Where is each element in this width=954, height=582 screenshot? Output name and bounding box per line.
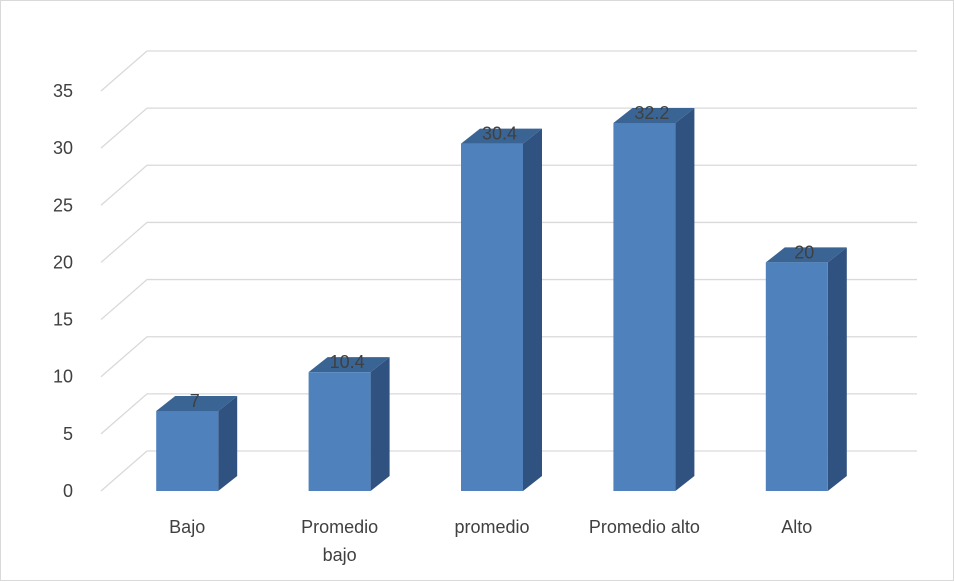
category-label: Promedio alto — [589, 517, 700, 537]
bar-top — [765, 247, 847, 263]
category-label: Alto — [781, 517, 812, 537]
data-label: 20 — [794, 242, 814, 262]
bar-3 — [461, 128, 542, 492]
y-tick-label: 30 — [53, 138, 73, 158]
y-tick-label: 20 — [53, 252, 73, 272]
data-label: 7 — [190, 391, 200, 411]
bars — [156, 108, 847, 492]
category-label: Promedio bajo — [301, 517, 378, 565]
bar-side — [827, 247, 847, 491]
bar-front — [613, 123, 676, 491]
bar-side — [675, 108, 695, 491]
bar-front — [156, 411, 219, 491]
bar-top — [308, 357, 390, 373]
data-labels: 7 10.4 30.4 32.2 20 — [190, 103, 815, 411]
bar-1 — [156, 396, 238, 491]
category-label: Bajo — [169, 517, 205, 537]
data-label: 30.4 — [482, 124, 517, 144]
y-tick-label: 5 — [63, 424, 73, 444]
y-tick-label: 10 — [53, 367, 73, 387]
bar-top — [613, 108, 695, 123]
gridlines — [100, 50, 917, 492]
data-label: 32.2 — [634, 103, 669, 123]
bar-top — [156, 396, 238, 411]
bar-side — [370, 357, 390, 491]
bar-front — [461, 143, 523, 492]
bar-side — [523, 128, 542, 492]
bar-4 — [613, 108, 695, 491]
x-axis-categories: Bajo Promedio bajo promedio Promedio alto Alt… — [169, 517, 812, 565]
gridline-35 — [100, 50, 917, 92]
bar-5 — [765, 247, 847, 491]
y-tick-label: 25 — [53, 195, 73, 215]
y-tick-label: 0 — [63, 481, 73, 501]
bar-front — [308, 372, 371, 491]
y-axis-ticks: 0 5 10 15 20 25 30 35 — [53, 81, 73, 501]
data-label: 10.4 — [330, 352, 365, 372]
bar-front — [765, 262, 828, 491]
y-tick-label: 35 — [53, 81, 73, 101]
bar-top — [461, 128, 542, 144]
y-tick-label: 15 — [53, 310, 73, 330]
bar-side — [218, 396, 238, 491]
bar-2 — [308, 357, 390, 491]
category-label: promedio — [454, 517, 529, 537]
